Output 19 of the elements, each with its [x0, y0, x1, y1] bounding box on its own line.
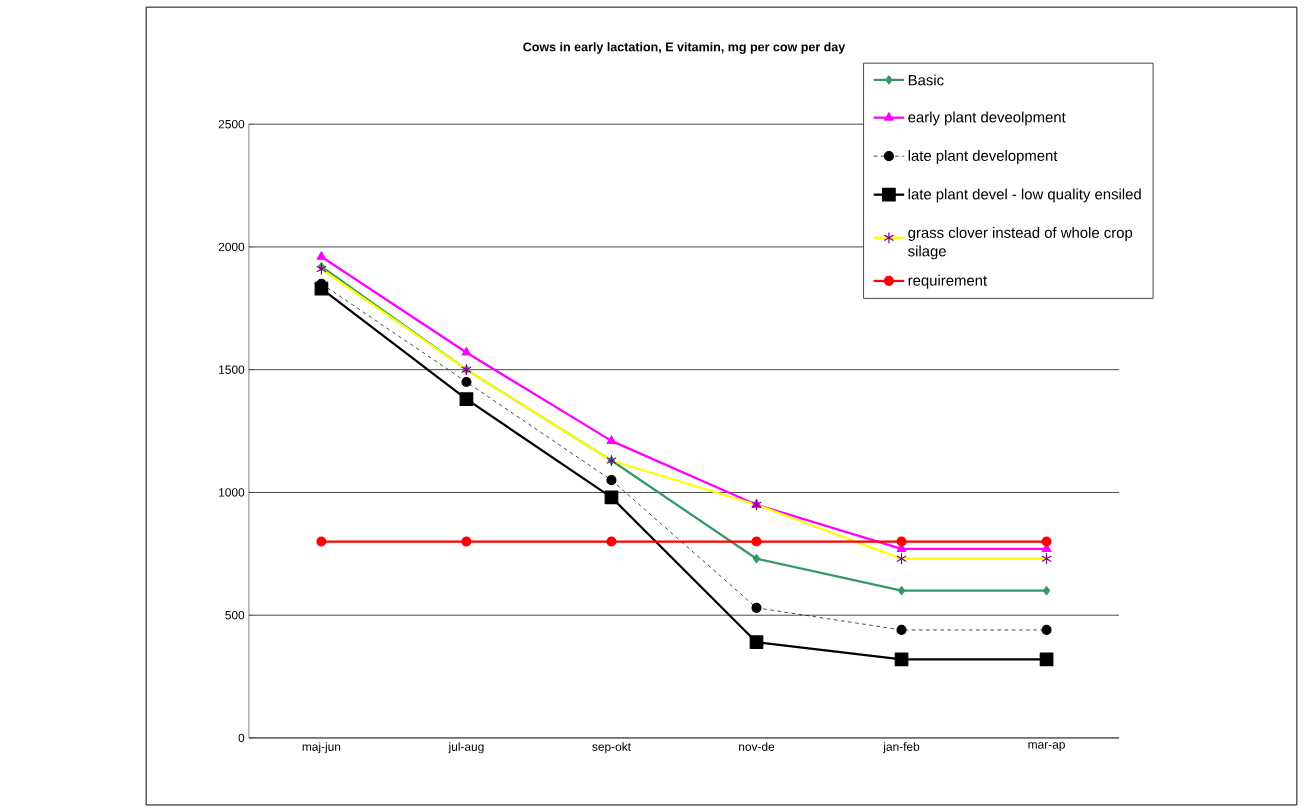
legend-label: late plant development: [908, 149, 1058, 164]
y-tick-label: 2000: [218, 242, 245, 252]
x-tick-label: maj-jun: [302, 742, 341, 754]
y-tick-label: 1500: [219, 365, 245, 374]
y-tick-label: 0: [238, 733, 245, 743]
x-tick-label: jan-feb: [883, 742, 920, 754]
legend-label: late plant devel - low quality ensiled: [908, 188, 1141, 203]
x-tick-label: sep-okt: [592, 742, 631, 754]
legend-label: Basic: [908, 74, 944, 86]
y-tick-label: 500: [225, 610, 245, 620]
legend-label: early plant deveolpment: [908, 111, 1066, 126]
chart-title: Cows in early lactation, E vitamin, mg per cow per day: [523, 42, 846, 54]
x-tick-label: jul-aug: [448, 742, 484, 754]
x-tick-label: nov-de: [739, 742, 775, 751]
y-tick-label: 2500: [218, 119, 245, 129]
x-tick-label: mar-ap: [1028, 742, 1065, 751]
y-tick-label: 1000: [219, 488, 245, 497]
legend-label: grass clover instead of whole crop silage: [908, 226, 1133, 260]
legend-label: requirement: [908, 274, 988, 289]
